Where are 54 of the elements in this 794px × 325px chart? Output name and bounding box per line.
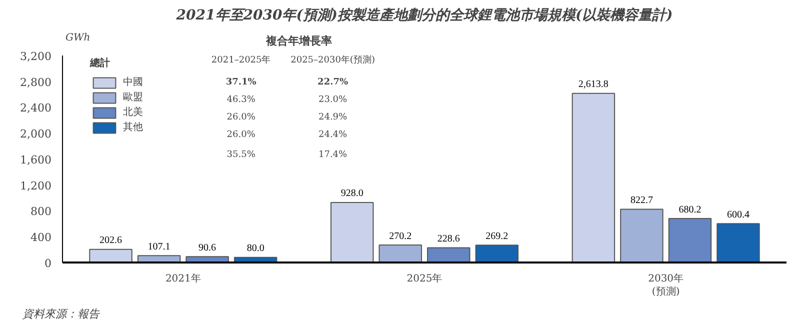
annotation: 22.7%: [318, 78, 348, 88]
legend-label: 歐盟: [123, 91, 143, 104]
annotation: 37.1%: [226, 78, 257, 88]
data-label: 80.0: [246, 243, 264, 254]
y-tick-label: 800: [30, 205, 52, 218]
bar: [427, 247, 470, 262]
data-label: 2,613.8: [578, 79, 608, 90]
bar: [89, 248, 132, 262]
source-note: 資料來源：報告: [22, 308, 100, 320]
y-tick-label: 2,800: [20, 76, 52, 89]
annotation: 2021–2025年: [211, 54, 271, 66]
bar: [330, 202, 374, 262]
annotation: 24.4%: [318, 130, 348, 140]
bar: [475, 244, 519, 262]
legend-label: 北美: [123, 106, 143, 119]
y-tick-label: 2,000: [20, 128, 52, 141]
y-tick-label: 1,200: [20, 179, 52, 192]
legend-label: 中國: [123, 76, 143, 89]
bar: [620, 208, 664, 262]
y-tick-label: 2,400: [20, 102, 52, 115]
y-tick-label: 1,600: [20, 153, 52, 166]
y-axis-title: GWh: [66, 32, 90, 44]
legend-title: 總計: [90, 56, 111, 70]
data-label: 202.6: [100, 235, 122, 246]
bar: [716, 223, 760, 262]
annotation: 24.9%: [318, 112, 348, 123]
data-label: 269.2: [486, 230, 508, 242]
y-tick-label: 400: [30, 231, 52, 244]
annotation: 26.0%: [226, 112, 256, 123]
x-tick-label: 2030年 (預測): [648, 272, 684, 298]
data-label: 680.2: [678, 204, 702, 216]
bar: [378, 244, 422, 262]
legend-label: 其他: [123, 120, 143, 134]
data-label: 90.6: [198, 242, 216, 254]
text: 複合年增長率: [265, 34, 332, 48]
annotation: 17.4%: [318, 150, 348, 160]
y-tick-label: 3,200: [20, 50, 52, 63]
bar: [572, 92, 616, 262]
data-label: 928.0: [340, 188, 364, 200]
annotation: 2025–2030年(預測): [290, 54, 375, 66]
annotation: 23.0%: [318, 95, 348, 106]
data-label: 107.1: [148, 241, 170, 252]
annotation: 26.0%: [226, 130, 256, 140]
y-tick-label: 0: [44, 257, 52, 270]
chart-title: 2021年至2030年(預測)按製造產地劃分的全球鋰電池市場規模(以裝機容量計): [175, 6, 673, 24]
annotation: 35.5%: [226, 150, 256, 160]
data-label: 270.2: [389, 230, 412, 242]
bar: [668, 218, 712, 262]
x-tick-label: 2021年: [165, 272, 201, 284]
x-tick-label: 2025年: [406, 272, 442, 284]
data-label: 822.7: [630, 195, 653, 206]
data-label: 228.6: [437, 233, 460, 244]
data-label: 600.4: [726, 209, 750, 220]
annotation: 46.3%: [226, 95, 256, 106]
